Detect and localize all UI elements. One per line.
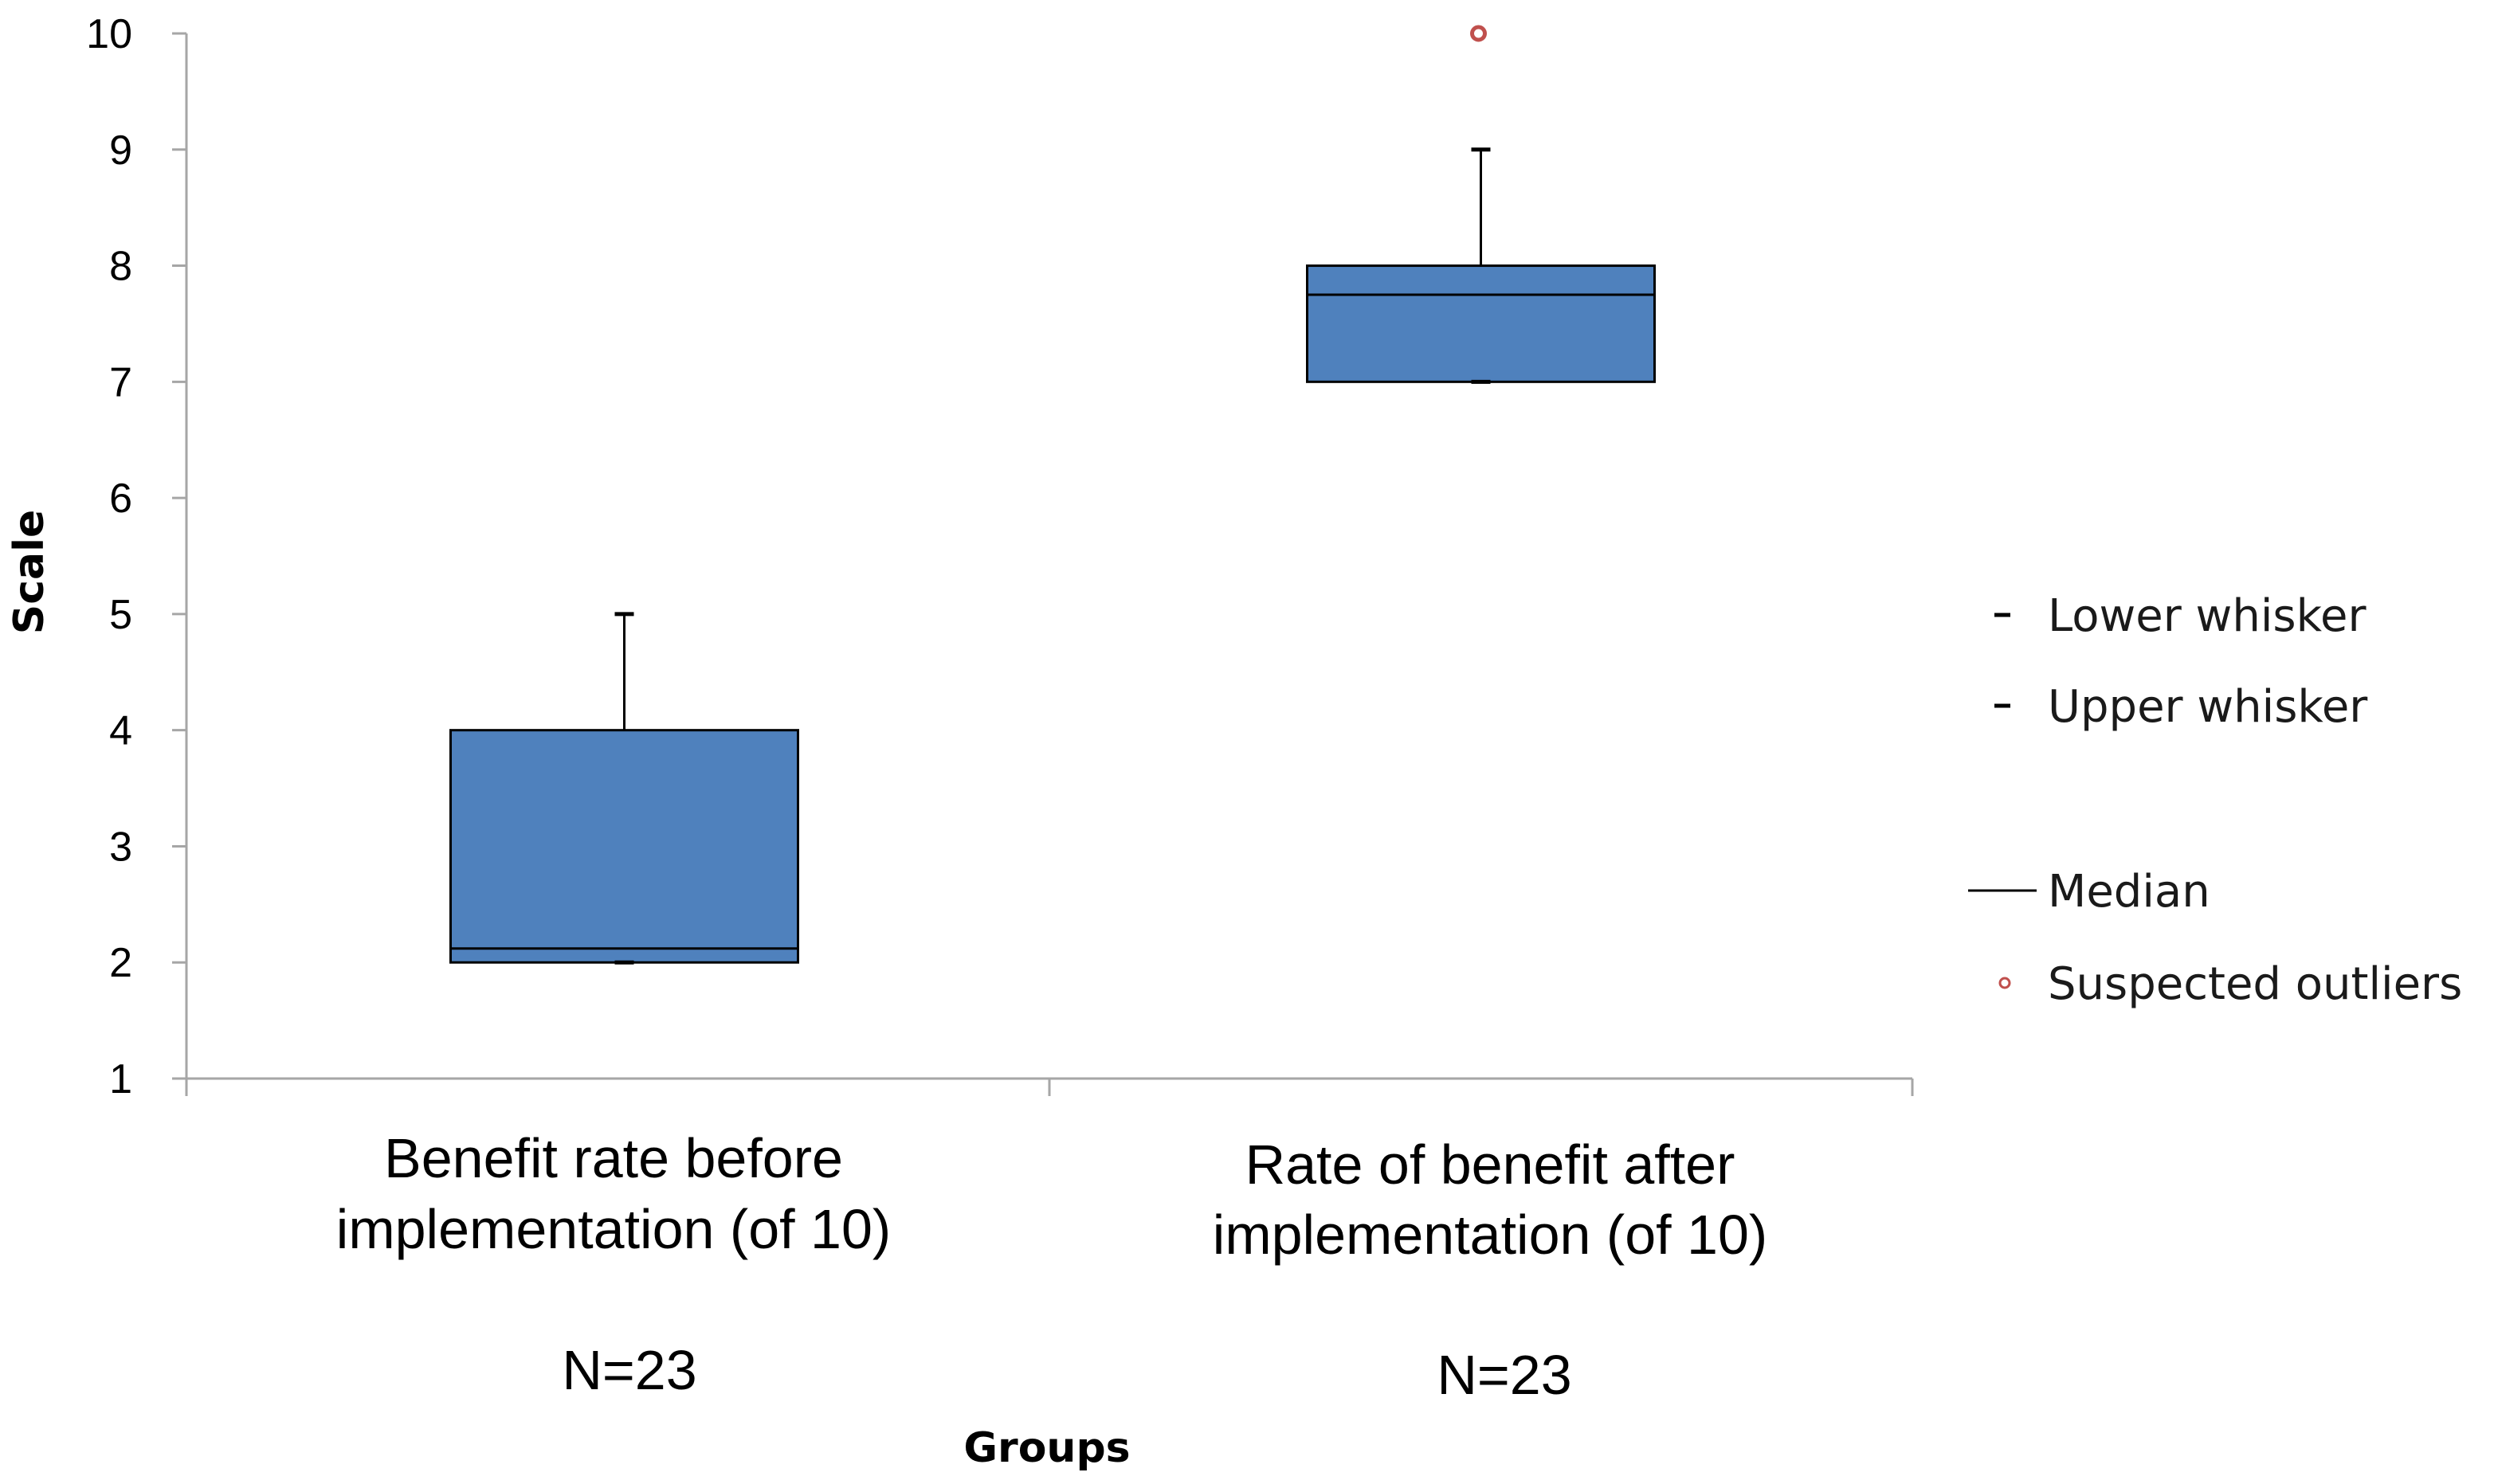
y-tick-label: 7 [109, 359, 132, 405]
legend-label-upper: Upper whisker [2048, 681, 2368, 733]
legend: Lower whisker Upper whisker Median Suspecte… [1968, 590, 2462, 1010]
iqr-box [1306, 264, 1656, 383]
y-tick-label: 10 [86, 11, 132, 57]
category-label-line2: implementation (of 10) [336, 1198, 891, 1260]
y-tick-label: 1 [109, 1056, 132, 1102]
y-tick-label: 4 [109, 708, 132, 754]
y-tick-label: 2 [109, 940, 132, 986]
boxes [449, 25, 1656, 965]
legend-item-outlier: Suspected outliers [1998, 958, 2462, 1010]
labels: Scale Groups Benefit rate before implementa… [6, 510, 1767, 1472]
n-label: N=23 [562, 1339, 696, 1401]
legend-label-outlier: Suspected outliers [2048, 958, 2462, 1010]
n-label: N=23 [1437, 1344, 1571, 1406]
outlier-point [1470, 25, 1487, 42]
y-tick-label: 8 [109, 244, 132, 290]
y-axis-title: Scale [6, 510, 53, 634]
legend-item-lower: Lower whisker [1994, 590, 2367, 642]
y-tick-label: 5 [109, 592, 132, 638]
legend-item-median: Median [1968, 866, 2210, 918]
category-label-line1: Benefit rate before [384, 1127, 843, 1189]
axes: 1 2 3 4 5 6 7 8 9 10 [86, 11, 1914, 1102]
category-label-line1: Rate of benefit after [1245, 1134, 1735, 1196]
box-group [1306, 25, 1656, 384]
y-tick-label: 9 [109, 127, 132, 174]
y-tick-label: 6 [109, 476, 132, 522]
legend-item-upper: Upper whisker [1994, 681, 2368, 733]
category-label-line2: implementation (of 10) [1213, 1204, 1767, 1266]
iqr-box [449, 729, 799, 964]
legend-label-lower: Lower whisker [2048, 590, 2367, 642]
box-group [449, 612, 799, 965]
x-axis-title: Groups [963, 1424, 1130, 1472]
legend-label-median: Median [2048, 866, 2210, 918]
legend-swatch-outlier [1998, 977, 2011, 989]
y-tick-label: 3 [109, 824, 132, 870]
